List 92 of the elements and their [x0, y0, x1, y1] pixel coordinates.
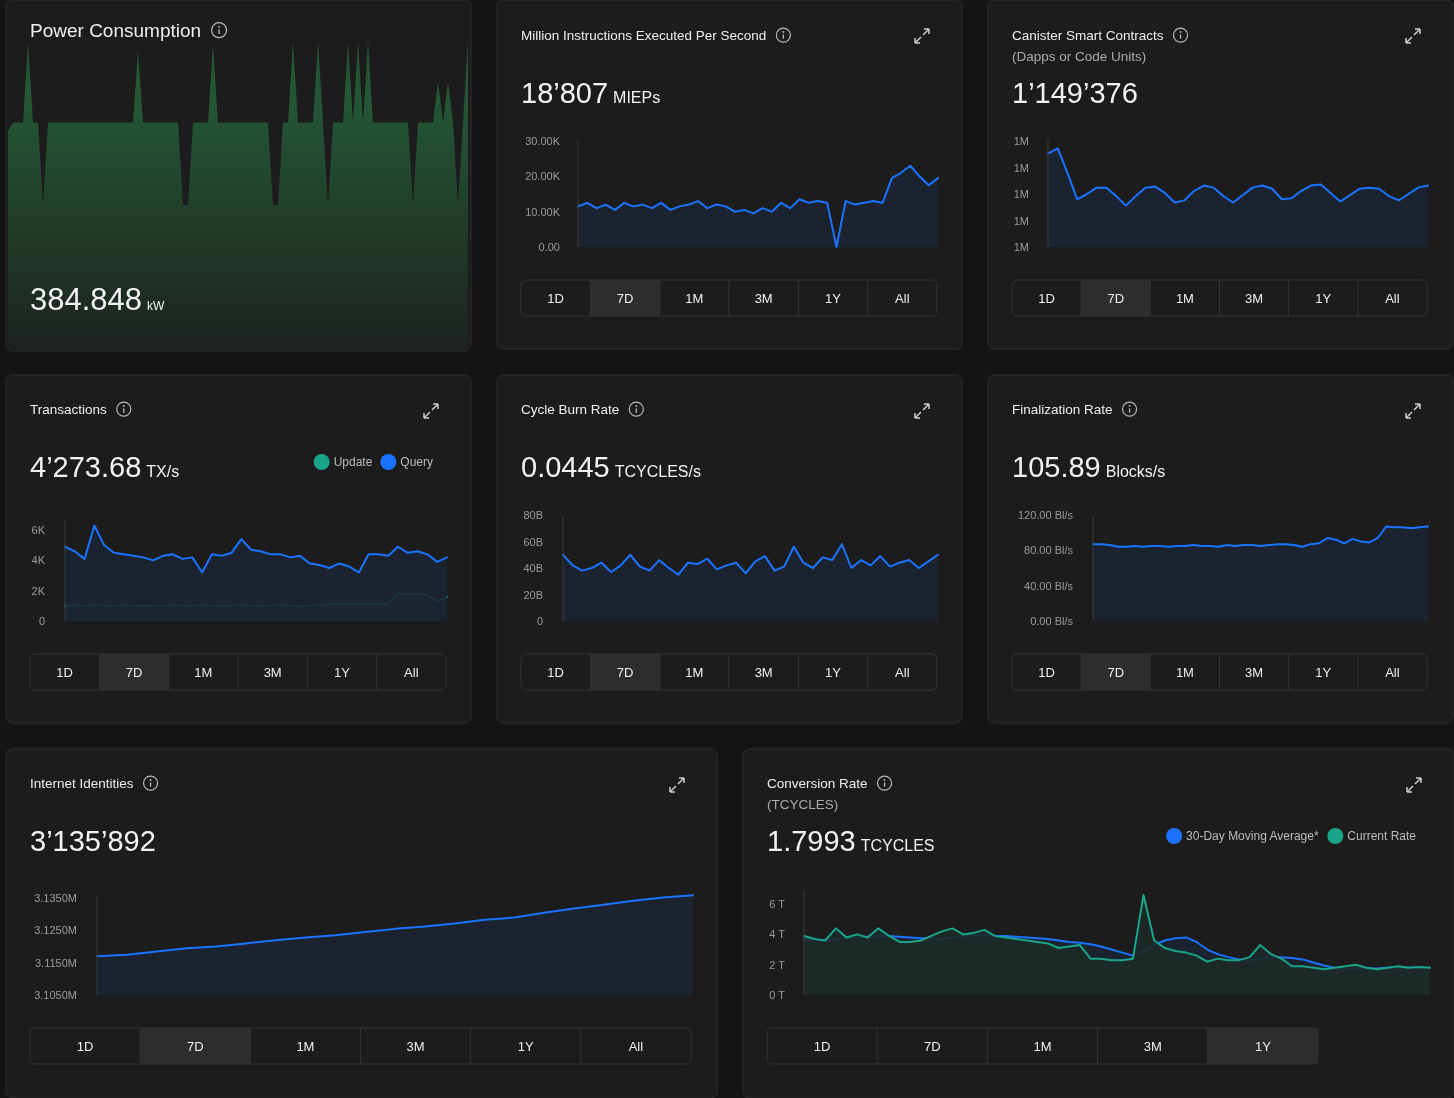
- y-tick-label: 0.00 Bl/s: [1030, 615, 1074, 627]
- text: 1D: [813, 1039, 831, 1054]
- y-tick-label: 3.1150M: [35, 956, 77, 969]
- chart-title: Cycle Burn Rate: [521, 402, 620, 417]
- text: 105.89 Blocks/s: [1012, 451, 1166, 483]
- text: 3M: [754, 665, 773, 680]
- text: 1D: [547, 291, 564, 306]
- y-tick-label: 20B: [523, 588, 543, 601]
- text: 7D: [1107, 665, 1125, 680]
- y-tick-label: 1M: [1013, 161, 1029, 174]
- y-tick-label: 120.00 Bl/s: [1017, 509, 1074, 521]
- text: 7D: [616, 291, 634, 306]
- y-tick-label: 3.1350M: [34, 892, 77, 905]
- text: All: [1385, 665, 1400, 680]
- y-tick-label: 80B: [523, 509, 543, 521]
- text: 1M: [1175, 665, 1194, 680]
- text: All: [1385, 291, 1400, 306]
- text: 18’807 MIEPs: [521, 77, 661, 109]
- y-tick-label: 2K: [31, 584, 46, 597]
- text: 1D: [76, 1039, 94, 1054]
- text: 7D: [186, 1039, 204, 1054]
- y-tick-label: 1M: [1013, 241, 1029, 253]
- y-tick-label: 4K: [31, 554, 46, 567]
- chart-title: Power Consumption: [30, 20, 202, 41]
- y-tick-label: 2 T: [769, 958, 786, 971]
- chart-subtitle: (Dapps or Code Units): [1012, 49, 1147, 64]
- text: All: [895, 665, 910, 680]
- y-tick-label: 1M: [1013, 214, 1029, 227]
- text: 1M: [194, 665, 213, 680]
- y-tick-label: 0: [38, 615, 45, 627]
- y-tick-label: 0 T: [769, 989, 786, 1001]
- text: 1’149’376: [1012, 77, 1138, 109]
- text: 1M: [1175, 291, 1194, 306]
- text: All: [404, 665, 419, 680]
- text: 1Y: [517, 1039, 535, 1054]
- text: All: [895, 291, 910, 306]
- text: 0.0445 TCYCLES/s: [521, 451, 701, 483]
- y-tick-label: 20.00K: [525, 170, 561, 183]
- text: 3M: [263, 665, 282, 680]
- text: 7D: [1107, 291, 1125, 306]
- text: 3M: [754, 291, 773, 306]
- chart-title: Internet Identities: [30, 776, 134, 791]
- text: 1D: [1038, 291, 1055, 306]
- text: 1D: [56, 665, 73, 680]
- text: 1Y: [1315, 665, 1332, 680]
- text: 3M: [1143, 1039, 1162, 1054]
- text: 1Y: [825, 291, 842, 306]
- text: 3’135’892: [30, 825, 156, 857]
- y-tick-label: 4 T: [769, 928, 786, 941]
- y-tick-label: 40.00 Bl/s: [1024, 579, 1074, 592]
- text: 1M: [296, 1039, 315, 1054]
- text: 7D: [616, 665, 634, 680]
- text: 1D: [1038, 665, 1055, 680]
- text: 384.848 kW: [30, 282, 166, 317]
- y-tick-label: 40B: [523, 562, 543, 574]
- y-tick-label: 6K: [31, 524, 46, 537]
- text: 3M: [1245, 291, 1264, 306]
- text: 1Y: [1254, 1039, 1272, 1054]
- text: 1Y: [825, 665, 842, 680]
- y-tick-label: 6 T: [769, 898, 786, 911]
- legend-label: Query: [400, 455, 434, 469]
- text: 1M: [685, 291, 704, 306]
- y-tick-label: 0.00: [538, 241, 560, 253]
- y-tick-label: 80.00 Bl/s: [1024, 544, 1074, 557]
- chart-title: Conversion Rate: [767, 776, 868, 791]
- chart-title: Transactions: [30, 402, 108, 417]
- text: 4’273.68 TX/s: [30, 451, 180, 483]
- legend-label: 30-Day Moving Average*: [1186, 829, 1319, 843]
- chart-title: Million Instructions Executed Per Second: [521, 28, 767, 43]
- text: 1.7993 TCYCLES: [767, 825, 935, 857]
- y-tick-label: 3.1050M: [34, 989, 77, 1001]
- y-tick-label: 30.00K: [525, 135, 561, 147]
- chart-title: Finalization Rate: [1012, 402, 1113, 417]
- text: 1Y: [334, 665, 351, 680]
- text: 3M: [406, 1039, 425, 1054]
- text: 3M: [1245, 665, 1264, 680]
- text: 1D: [547, 665, 564, 680]
- legend-label: Current Rate: [1347, 829, 1417, 843]
- y-tick-label: 0: [536, 615, 543, 627]
- chart-title: Canister Smart Contracts: [1012, 28, 1164, 43]
- y-tick-label: 60B: [523, 535, 543, 548]
- text: 7D: [125, 665, 143, 680]
- y-tick-label: 10.00K: [525, 205, 561, 218]
- text: 1M: [685, 665, 704, 680]
- legend-label: Update: [333, 455, 373, 469]
- text: 7D: [923, 1039, 941, 1054]
- y-tick-label: 1M: [1013, 188, 1029, 200]
- y-tick-label: 1M: [1013, 135, 1029, 147]
- y-tick-label: 3.1250M: [34, 924, 77, 937]
- text: All: [628, 1039, 644, 1054]
- text: 1Y: [1315, 291, 1332, 306]
- chart-subtitle: (TCYCLES): [767, 797, 839, 812]
